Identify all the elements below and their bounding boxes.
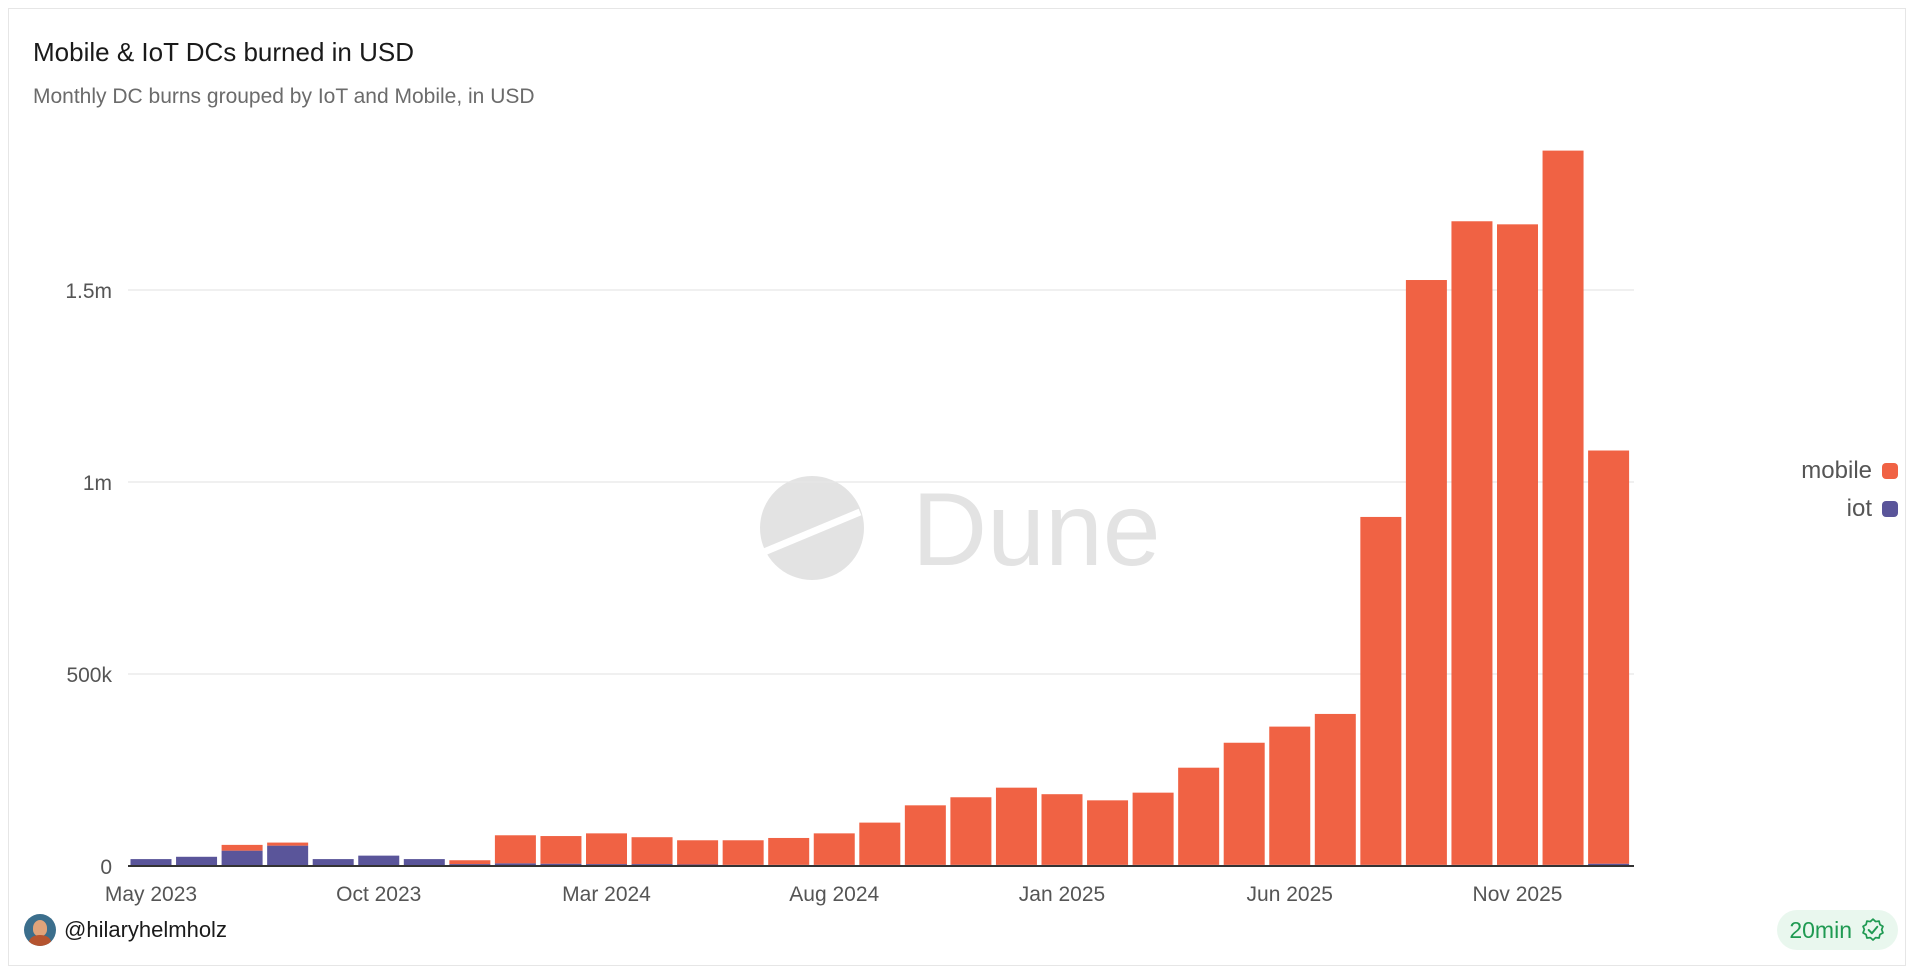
bar-iot[interactable] (221, 850, 263, 866)
bars (130, 150, 1630, 866)
x-tick-label: Aug 2024 (789, 883, 879, 906)
y-tick-label: 1.5m (65, 280, 112, 303)
y-tick-label: 500k (66, 664, 112, 687)
bar-iot[interactable] (358, 855, 400, 866)
legend: mobile iot (1801, 452, 1898, 528)
bar-mobile[interactable] (1041, 794, 1083, 865)
bar-mobile[interactable] (540, 836, 582, 864)
bar-mobile[interactable] (1314, 713, 1356, 865)
bar-iot[interactable] (176, 856, 218, 866)
bar-mobile[interactable] (1178, 767, 1220, 865)
x-axis-labels: May 2023 Oct 2023 Mar 2024 Aug 2024 Jan 2025… (105, 883, 1563, 906)
bar-mobile[interactable] (1087, 800, 1129, 865)
x-tick-label: Mar 2024 (562, 883, 651, 906)
bar-mobile[interactable] (221, 844, 263, 851)
bar-iot[interactable] (1588, 863, 1630, 866)
bar-mobile[interactable] (586, 833, 627, 865)
legend-item-iot[interactable]: iot (1801, 490, 1898, 528)
x-tick-label: Jan 2025 (1019, 883, 1105, 906)
y-tick-label: 1m (83, 472, 112, 495)
bar-iot[interactable] (130, 859, 172, 866)
y-axis-labels: 0 500k 1m 1.5m (65, 280, 112, 879)
y-tick-label: 0 (100, 856, 112, 879)
bar-mobile[interactable] (904, 805, 946, 865)
bar-mobile[interactable] (494, 835, 536, 864)
bar-mobile[interactable] (1269, 726, 1311, 865)
bar-mobile[interactable] (995, 787, 1037, 865)
x-tick-label: Jun 2025 (1247, 883, 1333, 906)
bar-iot[interactable] (312, 859, 354, 866)
dune-watermark: Dune (760, 472, 1161, 588)
legend-swatch-mobile (1882, 463, 1898, 479)
dune-logo-slash (762, 508, 862, 556)
x-tick-label: May 2023 (105, 883, 197, 906)
verified-check-icon (1862, 918, 1884, 941)
bar-mobile[interactable] (267, 842, 309, 846)
bar-mobile[interactable] (1542, 150, 1584, 865)
bar-mobile[interactable] (1132, 792, 1174, 865)
bar-mobile[interactable] (813, 833, 855, 865)
author[interactable]: @hilaryhelmholz (24, 914, 227, 946)
dune-watermark-text: Dune (912, 472, 1161, 588)
x-tick-label: Oct 2023 (336, 883, 421, 906)
bar-iot[interactable] (403, 859, 445, 866)
legend-item-mobile[interactable]: mobile (1801, 452, 1898, 490)
bar-iot[interactable] (267, 845, 309, 866)
x-tick-label: Nov 2025 (1473, 883, 1563, 906)
chart-title: Mobile & IoT DCs burned in USD (33, 37, 415, 67)
bar-iot[interactable] (494, 863, 536, 866)
bar-mobile[interactable] (1451, 221, 1493, 865)
refresh-interval: 20min (1789, 916, 1852, 943)
bar-mobile[interactable] (1588, 450, 1630, 864)
chart-subtitle: Monthly DC burns grouped by IoT and Mobi… (33, 85, 535, 108)
avatar (24, 914, 56, 946)
bar-mobile[interactable] (722, 840, 764, 865)
refresh-badge[interactable]: 20min (1777, 910, 1898, 950)
bar-iot[interactable] (540, 863, 582, 866)
legend-label-iot: iot (1846, 495, 1872, 522)
bar-mobile[interactable] (768, 837, 810, 865)
author-name: @hilaryhelmholz (64, 917, 227, 942)
bar-mobile[interactable] (631, 837, 673, 865)
legend-label-mobile: mobile (1801, 457, 1872, 484)
bar-mobile[interactable] (677, 840, 719, 865)
bar-mobile[interactable] (1360, 516, 1402, 865)
dune-logo-icon (760, 476, 864, 580)
bar-mobile[interactable] (449, 860, 491, 865)
bar-mobile[interactable] (1497, 224, 1538, 865)
bar-mobile[interactable] (859, 822, 901, 865)
legend-swatch-iot (1882, 501, 1898, 517)
bar-mobile[interactable] (1405, 280, 1447, 865)
bar-mobile[interactable] (1223, 742, 1265, 865)
bar-mobile[interactable] (950, 797, 992, 865)
